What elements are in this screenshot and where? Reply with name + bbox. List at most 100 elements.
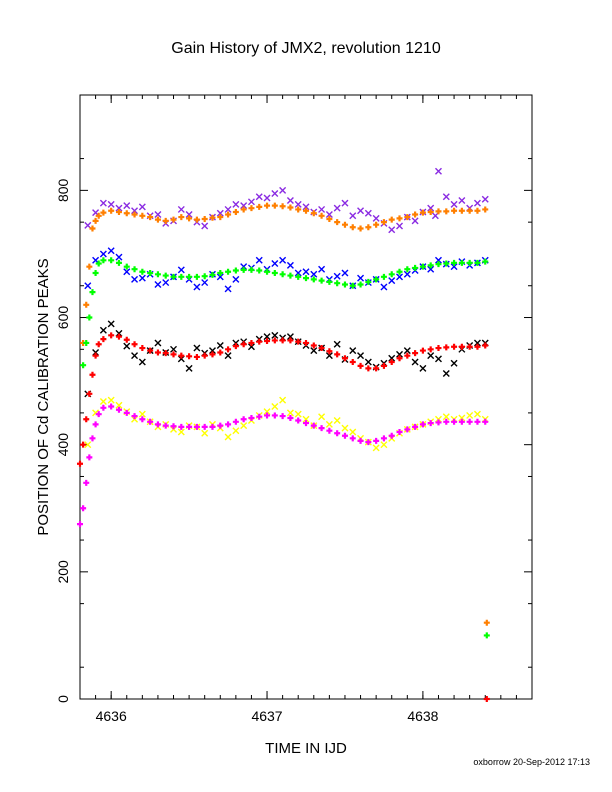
data-point xyxy=(482,342,489,349)
data-point xyxy=(286,333,294,341)
data-point xyxy=(318,277,325,284)
data-point xyxy=(225,268,232,275)
data-point xyxy=(186,215,193,222)
chart-title: Gain History of JMX2, revolution 1210 xyxy=(171,40,441,57)
data-point xyxy=(201,423,208,430)
data-point xyxy=(162,350,169,357)
data-point xyxy=(256,267,263,274)
data-point xyxy=(482,418,489,425)
data-point xyxy=(115,204,123,212)
axis-ticks: 0 200 400 600 800 4636 4637 4638 xyxy=(55,95,533,724)
data-point xyxy=(201,273,208,280)
data-point xyxy=(357,225,364,232)
data-point xyxy=(403,270,411,278)
data-point xyxy=(365,365,372,372)
data-point xyxy=(333,417,341,425)
data-point xyxy=(435,419,442,426)
data-point xyxy=(115,329,123,337)
data-point xyxy=(80,505,87,512)
data-point xyxy=(404,426,411,433)
data-point xyxy=(131,341,138,348)
data-point xyxy=(271,331,279,339)
data-point xyxy=(240,422,248,430)
data-point xyxy=(162,279,170,287)
data-point xyxy=(271,270,278,277)
data-point xyxy=(162,217,169,224)
data-point xyxy=(287,414,294,421)
data-point xyxy=(458,197,466,205)
data-point xyxy=(83,339,90,346)
data-point xyxy=(450,200,458,208)
data-point xyxy=(334,351,341,358)
data-point xyxy=(380,435,387,442)
data-point xyxy=(131,275,139,283)
data-point xyxy=(443,344,450,351)
data-point xyxy=(178,273,185,280)
data-point xyxy=(89,225,96,232)
data-point xyxy=(186,423,193,430)
data-point xyxy=(123,342,131,350)
data-point xyxy=(138,274,146,282)
data-point xyxy=(325,211,333,219)
data-point xyxy=(247,343,255,351)
data-point xyxy=(318,205,326,213)
data-point xyxy=(162,422,169,429)
x-axis-label: TIME IN IJD xyxy=(265,740,347,757)
data-point xyxy=(92,217,99,224)
data-point xyxy=(435,261,442,268)
data-point xyxy=(341,424,349,432)
data-point xyxy=(139,212,146,219)
data-point xyxy=(341,432,348,439)
data-point xyxy=(325,352,333,360)
data-point xyxy=(295,417,302,424)
data-point xyxy=(451,207,458,214)
data-point xyxy=(232,427,240,435)
data-point xyxy=(380,283,388,291)
data-point xyxy=(84,441,92,449)
data-point xyxy=(372,214,380,222)
data-point xyxy=(77,521,83,528)
data-point xyxy=(396,350,404,358)
data-point xyxy=(224,352,232,360)
data-point xyxy=(466,418,473,425)
data-point xyxy=(443,418,450,425)
data-point xyxy=(458,343,465,350)
data-point xyxy=(247,198,255,206)
data-point xyxy=(325,420,333,428)
data-point xyxy=(349,224,356,231)
data-point xyxy=(349,347,357,355)
data-point xyxy=(419,364,427,372)
data-point xyxy=(224,285,232,293)
data-point xyxy=(193,423,200,430)
data-point xyxy=(264,268,271,275)
data-point xyxy=(326,215,333,222)
data-point xyxy=(458,259,465,266)
data-point xyxy=(209,351,216,358)
series-6 xyxy=(77,332,490,702)
data-point xyxy=(186,353,193,360)
data-point xyxy=(435,208,442,215)
data-point xyxy=(334,219,341,226)
data-point xyxy=(434,167,442,175)
data-point xyxy=(224,433,232,441)
data-point xyxy=(139,345,146,352)
data-point xyxy=(286,409,294,417)
data-point xyxy=(295,206,302,213)
data-point xyxy=(95,260,102,267)
data-point xyxy=(310,342,317,349)
data-point xyxy=(318,345,325,352)
data-point xyxy=(295,273,302,280)
data-point xyxy=(396,215,403,222)
data-point xyxy=(458,414,466,422)
data-point xyxy=(89,435,96,442)
data-point xyxy=(170,423,177,430)
data-point xyxy=(115,333,122,340)
data-point xyxy=(443,260,450,267)
data-point xyxy=(123,268,131,276)
data-point xyxy=(357,352,365,360)
data-point xyxy=(107,247,115,255)
data-point xyxy=(451,418,458,425)
data-point xyxy=(279,337,286,344)
data-point xyxy=(483,696,490,702)
data-point xyxy=(481,195,489,203)
